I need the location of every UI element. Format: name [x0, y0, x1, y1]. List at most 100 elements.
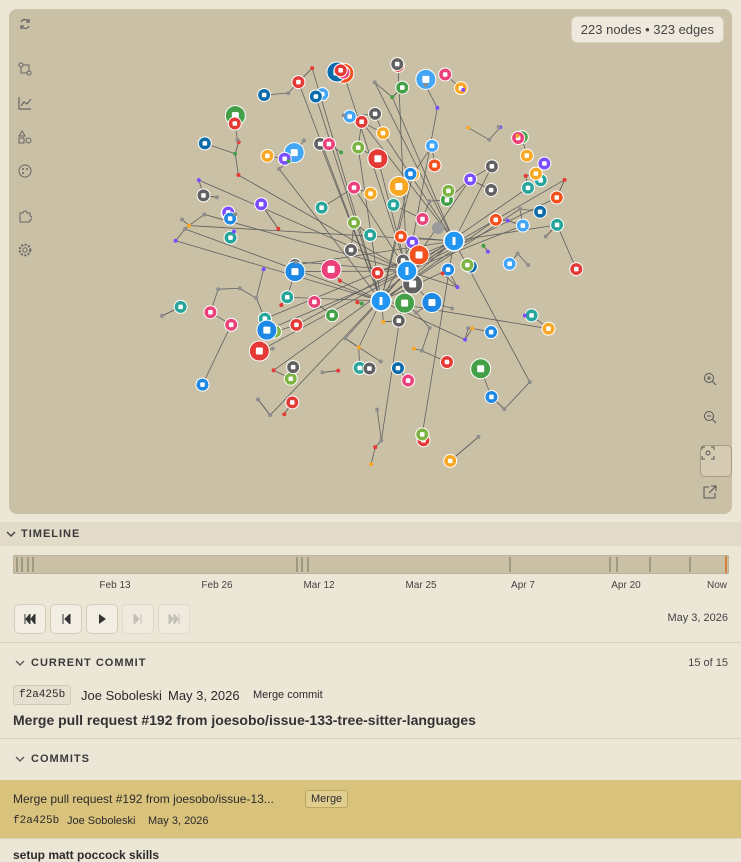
node-icon	[368, 191, 373, 196]
node	[390, 95, 394, 99]
node	[262, 267, 266, 271]
node-icon	[420, 432, 425, 437]
edge	[468, 128, 489, 140]
node-icon	[357, 366, 362, 371]
divider	[0, 642, 741, 643]
edge	[238, 175, 407, 271]
timeline-header[interactable]: TIMELINE	[0, 522, 741, 546]
node-icon	[228, 235, 233, 240]
edge	[377, 410, 381, 441]
node	[339, 150, 343, 154]
node-icon	[526, 186, 531, 191]
node-icon	[546, 326, 551, 331]
node	[369, 462, 373, 466]
node-icon	[489, 395, 494, 400]
timeline-date: May 3, 2026	[667, 612, 728, 624]
edge	[359, 347, 381, 361]
edge	[518, 254, 529, 265]
node	[486, 250, 490, 254]
node-icon	[399, 234, 404, 239]
node-icon	[489, 188, 494, 193]
node	[466, 326, 470, 330]
node	[524, 174, 528, 178]
commit-message: Merge pull request #192 from joesobo/iss…	[13, 792, 274, 806]
edge	[454, 225, 557, 241]
node	[238, 286, 242, 290]
node-icon	[368, 233, 373, 238]
timeline-track[interactable]	[13, 555, 729, 574]
node	[466, 126, 470, 130]
node	[423, 83, 427, 87]
chevron	[15, 754, 25, 764]
palette-button[interactable]	[18, 164, 44, 190]
settings-button[interactable]	[18, 243, 44, 269]
commit-kind: Merge commit	[253, 689, 323, 701]
node-icon	[406, 267, 409, 275]
chart-button[interactable]	[18, 96, 44, 122]
node-icon	[263, 327, 270, 334]
node-icon	[494, 218, 499, 223]
node	[506, 219, 510, 223]
node-icon	[489, 330, 494, 335]
node	[174, 239, 178, 243]
play-button[interactable]	[86, 604, 118, 634]
node-icon	[328, 266, 335, 273]
node	[497, 125, 501, 129]
node-icon	[291, 268, 298, 275]
node	[233, 212, 237, 216]
node-icon	[374, 155, 381, 162]
commit-author: Joe Soboleski	[81, 688, 162, 703]
node	[432, 222, 444, 234]
node	[381, 320, 385, 324]
prev-button[interactable]	[50, 604, 82, 634]
node	[180, 218, 184, 222]
edge	[295, 271, 407, 272]
node	[187, 224, 191, 228]
node-icon	[468, 177, 473, 182]
node-icon	[291, 149, 298, 156]
node-icon	[347, 114, 352, 119]
node-icon	[259, 202, 264, 207]
commit-row-selected[interactable]: Merge pull request #192 from joesobo/iss…	[0, 780, 741, 838]
node	[342, 113, 346, 117]
refresh-button[interactable]	[18, 17, 44, 43]
section-title: TIMELINE	[21, 528, 80, 540]
fit-button[interactable]	[700, 445, 732, 477]
zoom-out-button[interactable]	[703, 410, 729, 436]
node-icon	[542, 161, 547, 166]
commit-hash: f2a425b	[13, 685, 71, 705]
plugins-button[interactable]	[18, 209, 44, 235]
node-icon	[410, 240, 415, 245]
node-icon	[375, 271, 380, 276]
section-title: CURRENT COMMIT	[31, 657, 146, 669]
node	[338, 279, 342, 283]
layout-button[interactable]	[18, 62, 44, 88]
node	[441, 271, 445, 275]
node-icon	[327, 142, 332, 147]
edge	[489, 127, 500, 139]
node-icon	[400, 85, 405, 90]
open-external-button[interactable]	[703, 485, 729, 511]
node-icon	[381, 131, 386, 136]
zoom-in-button[interactable]	[703, 372, 729, 398]
timeline-label: Feb 26	[201, 580, 232, 591]
node-icon	[352, 220, 357, 225]
node-icon	[356, 145, 361, 150]
node-icon	[203, 141, 208, 146]
edge	[202, 325, 231, 385]
node-icon	[396, 318, 401, 323]
shapes-button[interactable]	[18, 130, 44, 156]
node-icon	[395, 62, 400, 67]
first-button[interactable]	[14, 604, 46, 634]
node	[268, 413, 272, 417]
node	[160, 314, 164, 318]
next-button	[122, 604, 154, 634]
graph-panel: 223 nodes • 323 edges	[9, 9, 732, 514]
node	[476, 435, 480, 439]
node-icon	[229, 323, 234, 328]
graph	[9, 9, 732, 514]
node-icon	[314, 94, 319, 99]
node-icon	[201, 193, 206, 198]
node-icon	[432, 163, 437, 168]
